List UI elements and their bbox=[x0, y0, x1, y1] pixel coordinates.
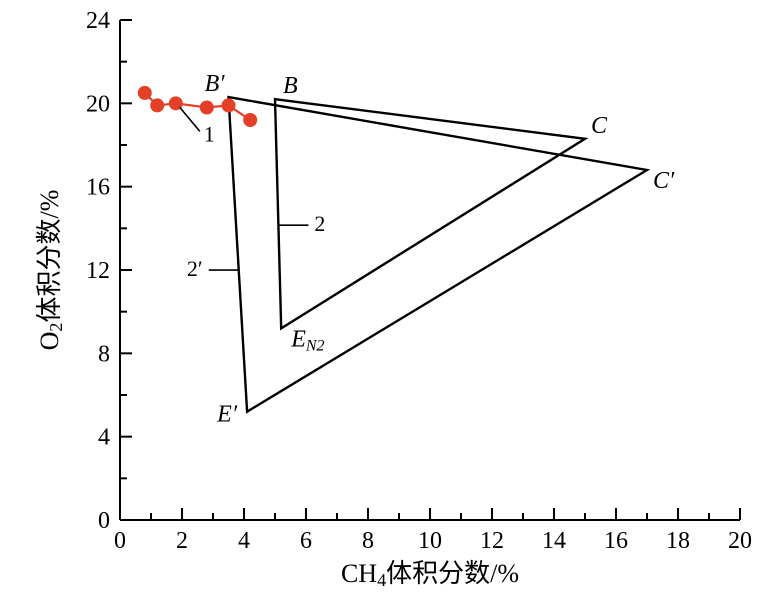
series-1-marker bbox=[150, 98, 164, 112]
vertex-label-Cp: C′ bbox=[653, 168, 675, 194]
x-tick-label: 14 bbox=[542, 528, 566, 554]
x-tick-label: 4 bbox=[238, 528, 250, 554]
x-tick-label: 10 bbox=[418, 528, 442, 554]
chart-container: 02468101214161820CH4体积分数/%04812162024O2体… bbox=[0, 0, 777, 594]
series-1-marker bbox=[200, 101, 214, 115]
y-tick-label: 24 bbox=[86, 8, 110, 34]
y-tick-label: 0 bbox=[98, 508, 110, 534]
y-tick-label: 16 bbox=[86, 175, 110, 201]
vertex-label-Bp: B′ bbox=[205, 71, 226, 97]
vertex-label-C: C bbox=[591, 113, 608, 139]
y-tick-label: 4 bbox=[98, 425, 110, 451]
inner-triangle-label: 2 bbox=[314, 211, 325, 236]
x-tick-label: 6 bbox=[300, 528, 312, 554]
x-tick-label: 12 bbox=[480, 528, 504, 554]
x-tick-label: 20 bbox=[728, 528, 752, 554]
x-tick-label: 0 bbox=[114, 528, 126, 554]
y-tick-label: 8 bbox=[98, 341, 110, 367]
vertex-label-Ep: E′ bbox=[216, 402, 238, 428]
x-tick-label: 18 bbox=[666, 528, 690, 554]
vertex-label-B: B bbox=[283, 73, 298, 99]
series-1-marker bbox=[138, 86, 152, 100]
y-tick-label: 20 bbox=[86, 91, 110, 117]
y-tick-label: 12 bbox=[86, 258, 110, 284]
x-tick-label: 16 bbox=[604, 528, 628, 554]
x-axis-title: CH4体积分数/% bbox=[341, 559, 519, 590]
series-1-marker bbox=[222, 98, 236, 112]
outer-triangle-label: 2′ bbox=[187, 256, 203, 281]
series-1-marker bbox=[243, 113, 257, 127]
chart-svg: 02468101214161820CH4体积分数/%04812162024O2体… bbox=[0, 0, 777, 594]
x-tick-label: 2 bbox=[176, 528, 188, 554]
x-tick-label: 8 bbox=[362, 528, 374, 554]
series-1-label: 1 bbox=[204, 121, 215, 146]
plot-background bbox=[0, 0, 777, 594]
